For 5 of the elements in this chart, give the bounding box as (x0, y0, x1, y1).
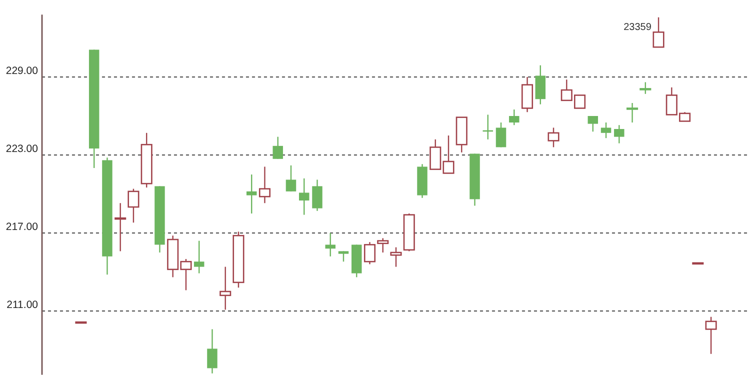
y-tick-label: 223.00 (6, 143, 38, 155)
y-tick-label: 211.00 (6, 299, 38, 311)
y-tick-label: 217.00 (6, 221, 38, 233)
annotation: 23359 (624, 22, 652, 33)
y-tick-label: 229.00 (6, 65, 38, 77)
